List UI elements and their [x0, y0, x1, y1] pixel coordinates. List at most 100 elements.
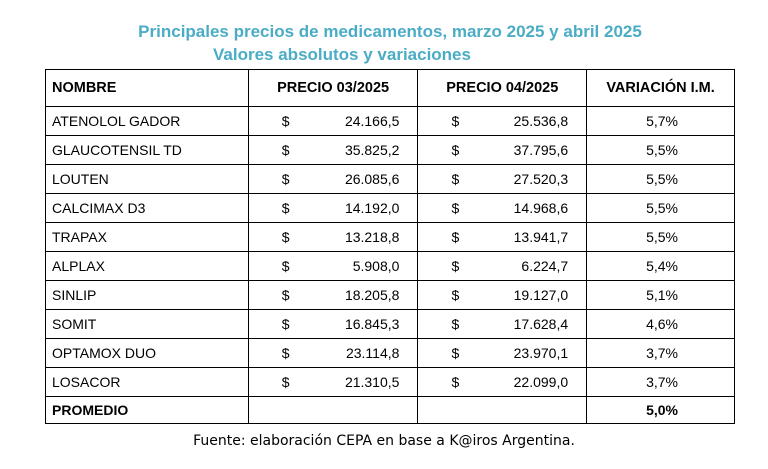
- cell-precio-03: $24.166,5: [247, 106, 419, 136]
- table-row: CALCIMAX D3 $14.192,0 $14.968,6 5,5%: [45, 193, 735, 223]
- table-row: TRAPAX $13.218,8 $13.941,7 5,5%: [45, 222, 735, 252]
- cell-precio-03: $23.114,8: [247, 338, 419, 368]
- currency-symbol: $: [281, 229, 290, 245]
- cell-precio-03: $14.192,0: [247, 193, 419, 223]
- footer-row: PROMEDIO 5,0%: [45, 396, 735, 424]
- cell-precio-03: $26.085,6: [247, 164, 419, 194]
- table-row: GLAUCOTENSIL TD $35.825,2 $37.795,6 5,5%: [45, 135, 735, 165]
- price-value: 18.205,8: [344, 287, 400, 303]
- cell-variacion: 5,1%: [586, 280, 735, 310]
- cell-nombre: SINLIP: [45, 280, 249, 310]
- currency-symbol: $: [451, 200, 460, 216]
- table-row: ALPLAX $5.908,0 $6.224,7 5,4%: [45, 251, 735, 281]
- cell-variacion: 5,4%: [586, 251, 735, 281]
- cell-nombre: GLAUCOTENSIL TD: [45, 135, 249, 165]
- currency-symbol: $: [281, 316, 290, 332]
- price-value: 13.218,8: [344, 229, 400, 245]
- cell-variacion: 5,5%: [586, 222, 735, 252]
- price-value: 16.845,3: [344, 316, 400, 332]
- cell-variacion: 5,5%: [586, 164, 735, 194]
- footer-empty-p04: [417, 396, 588, 424]
- cell-precio-04: $23.970,1: [417, 338, 588, 368]
- currency-symbol: $: [451, 113, 460, 129]
- currency-symbol: $: [281, 142, 290, 158]
- footer-label: PROMEDIO: [45, 396, 249, 424]
- prices-table: NOMBRE PRECIO 03/2025 PRECIO 04/2025 VAR…: [45, 69, 735, 424]
- price-value: 5.908,0: [352, 258, 400, 274]
- cell-nombre: OPTAMOX DUO: [45, 338, 249, 368]
- price-value: 14.192,0: [344, 200, 400, 216]
- currency-symbol: $: [451, 374, 460, 390]
- cell-precio-04: $19.127,0: [417, 280, 588, 310]
- currency-symbol: $: [451, 345, 460, 361]
- cell-nombre: LOSACOR: [45, 367, 249, 397]
- table-row: SINLIP $18.205,8 $19.127,0 5,1%: [45, 280, 735, 310]
- cell-nombre: LOUTEN: [45, 164, 249, 194]
- price-value: 13.941,7: [513, 229, 569, 245]
- table-row: ATENOLOL GADOR $24.166,5 $25.536,8 5,7%: [45, 106, 735, 136]
- currency-symbol: $: [281, 200, 290, 216]
- currency-symbol: $: [451, 171, 460, 187]
- cell-precio-03: $18.205,8: [247, 280, 419, 310]
- cell-precio-04: $6.224,7: [417, 251, 588, 281]
- cell-variacion: 5,5%: [586, 135, 735, 165]
- price-value: 37.795,6: [513, 142, 569, 158]
- price-value: 23.970,1: [513, 345, 569, 361]
- cell-precio-04: $25.536,8: [417, 106, 588, 136]
- price-value: 24.166,5: [344, 113, 400, 129]
- cell-precio-04: $17.628,4: [417, 309, 588, 339]
- footer-variacion: 5,0%: [586, 396, 735, 424]
- cell-variacion: 4,6%: [586, 309, 735, 339]
- price-value: 23.114,8: [345, 345, 400, 361]
- table-row: OPTAMOX DUO $23.114,8 $23.970,1 3,7%: [45, 338, 735, 368]
- footer-empty-p03: [247, 396, 419, 424]
- currency-symbol: $: [281, 113, 290, 129]
- cell-variacion: 5,5%: [586, 193, 735, 223]
- cell-nombre: CALCIMAX D3: [45, 193, 249, 223]
- table-subtitle: Valores absolutos y variaciones: [213, 45, 471, 64]
- cell-variacion: 3,7%: [586, 338, 735, 368]
- cell-precio-04: $22.099,0: [417, 367, 588, 397]
- cell-variacion: 3,7%: [586, 367, 735, 397]
- currency-symbol: $: [451, 258, 460, 274]
- price-value: 26.085,6: [344, 171, 400, 187]
- source-note: Fuente: elaboración CEPA en base a K@iro…: [193, 433, 575, 449]
- currency-symbol: $: [281, 287, 290, 303]
- price-value: 6.224,7: [521, 258, 569, 274]
- price-value: 25.536,8: [513, 113, 569, 129]
- cell-precio-04: $14.968,6: [417, 193, 588, 223]
- header-row: NOMBRE PRECIO 03/2025 PRECIO 04/2025 VAR…: [45, 69, 735, 107]
- price-value: 22.099,0: [513, 374, 569, 390]
- price-value: 14.968,6: [513, 200, 569, 216]
- price-value: 35.825,2: [344, 142, 400, 158]
- cell-precio-04: $37.795,6: [417, 135, 588, 165]
- price-value: 27.520,3: [513, 171, 569, 187]
- cell-nombre: ALPLAX: [45, 251, 249, 281]
- cell-nombre: ATENOLOL GADOR: [45, 106, 249, 136]
- table-row: LOUTEN $26.085,6 $27.520,3 5,5%: [45, 164, 735, 194]
- header-variacion: VARIACIÓN I.M.: [586, 69, 735, 107]
- currency-symbol: $: [281, 374, 290, 390]
- cell-nombre: SOMIT: [45, 309, 249, 339]
- price-value: 17.628,4: [513, 316, 569, 332]
- price-value: 21.310,5: [344, 374, 400, 390]
- header-precio-03: PRECIO 03/2025: [247, 69, 419, 107]
- currency-symbol: $: [281, 345, 290, 361]
- cell-precio-03: $16.845,3: [247, 309, 419, 339]
- cell-precio-03: $35.825,2: [247, 135, 419, 165]
- currency-symbol: $: [281, 171, 290, 187]
- cell-precio-03: $5.908,0: [247, 251, 419, 281]
- cell-precio-03: $13.218,8: [247, 222, 419, 252]
- currency-symbol: $: [451, 229, 460, 245]
- table-row: LOSACOR $21.310,5 $22.099,0 3,7%: [45, 367, 735, 397]
- header-precio-04: PRECIO 04/2025: [417, 69, 588, 107]
- currency-symbol: $: [281, 258, 290, 274]
- price-value: 19.127,0: [513, 287, 569, 303]
- cell-nombre: TRAPAX: [45, 222, 249, 252]
- cell-precio-04: $27.520,3: [417, 164, 588, 194]
- header-nombre: NOMBRE: [45, 69, 249, 107]
- cell-precio-03: $21.310,5: [247, 367, 419, 397]
- currency-symbol: $: [451, 316, 460, 332]
- table-title: Principales precios de medicamentos, mar…: [138, 22, 642, 41]
- cell-precio-04: $13.941,7: [417, 222, 588, 252]
